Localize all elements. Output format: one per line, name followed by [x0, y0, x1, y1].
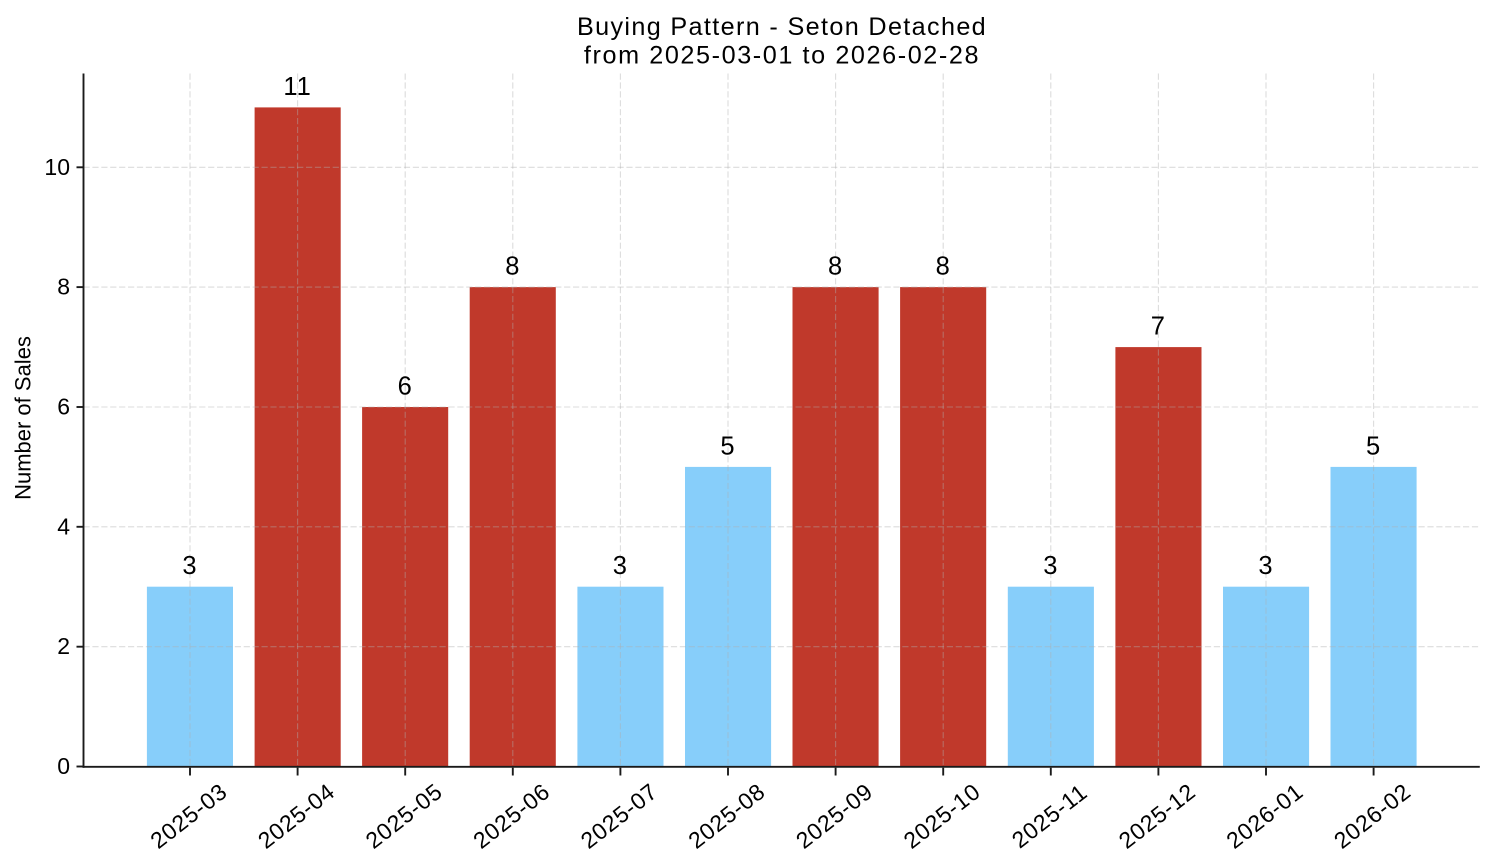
svg-text:11: 11 — [283, 73, 311, 101]
svg-text:6: 6 — [398, 373, 413, 401]
svg-text:8: 8 — [828, 253, 843, 281]
svg-text:from 2025-03-01 to 2026-02-28: from 2025-03-01 to 2026-02-28 — [584, 42, 980, 70]
svg-text:3: 3 — [613, 552, 628, 580]
svg-text:10: 10 — [44, 154, 70, 180]
svg-text:3: 3 — [182, 552, 197, 580]
svg-text:5: 5 — [720, 432, 735, 460]
svg-text:3: 3 — [1043, 552, 1058, 580]
svg-text:4: 4 — [57, 513, 70, 539]
svg-text:0: 0 — [57, 753, 70, 779]
svg-text:8: 8 — [57, 274, 70, 300]
svg-text:2: 2 — [57, 633, 70, 659]
svg-text:8: 8 — [505, 253, 520, 281]
svg-text:3: 3 — [1258, 552, 1273, 580]
svg-text:Buying Pattern - Seton Detache: Buying Pattern - Seton Detached — [577, 13, 987, 41]
svg-text:7: 7 — [1151, 313, 1166, 341]
svg-text:8: 8 — [936, 253, 951, 281]
svg-text:Number of Sales: Number of Sales — [11, 336, 36, 500]
svg-text:5: 5 — [1366, 432, 1381, 460]
svg-text:6: 6 — [57, 394, 70, 420]
